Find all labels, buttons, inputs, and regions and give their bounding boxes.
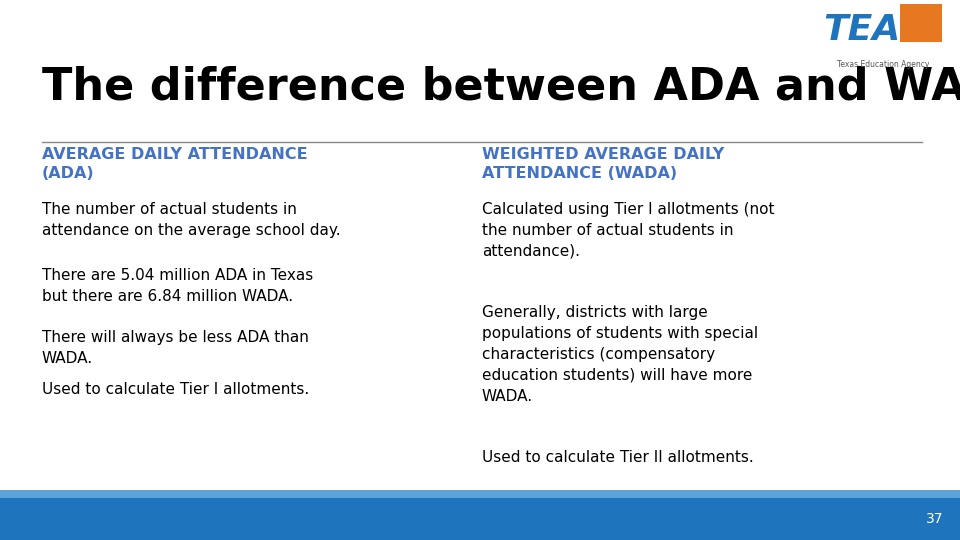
Text: Calculated using Tier I allotments (not
the number of actual students in
attenda: Calculated using Tier I allotments (not … [482,202,775,259]
Bar [828,4,918,62]
Text: Generally, districts with large
populations of students with special
characteris: Generally, districts with large populati… [482,305,758,404]
Text: Used to calculate Tier II allotments.: Used to calculate Tier II allotments. [482,450,754,465]
Bar [0,498,960,540]
Text: There will always be less ADA than
WADA.: There will always be less ADA than WADA. [42,330,309,366]
Text: There are 5.04 million ADA in Texas
but there are 6.84 million WADA.: There are 5.04 million ADA in Texas but … [42,268,313,304]
Text: WEIGHTED AVERAGE DAILY
ATTENDANCE (WADA): WEIGHTED AVERAGE DAILY ATTENDANCE (WADA) [482,147,724,181]
Text: AVERAGE DAILY ATTENDANCE
(ADA): AVERAGE DAILY ATTENDANCE (ADA) [42,147,307,181]
Text: TEA: TEA [824,13,900,47]
Bar [828,4,946,62]
Bar [0,490,960,498]
Text: Texas Education Agency: Texas Education Agency [837,60,929,69]
Text: Used to calculate Tier I allotments.: Used to calculate Tier I allotments. [42,382,309,397]
Text: The difference between ADA and WADA: The difference between ADA and WADA [42,65,960,108]
Bar [900,4,942,42]
Text: The number of actual students in
attendance on the average school day.: The number of actual students in attenda… [42,202,341,238]
Text: 37: 37 [926,512,944,526]
